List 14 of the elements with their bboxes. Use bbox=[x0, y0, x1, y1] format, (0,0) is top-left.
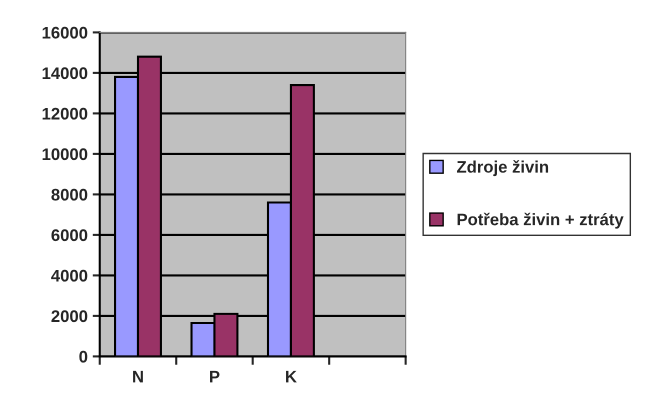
x-tick-label: P bbox=[210, 370, 220, 382]
legend-label: Zdroje živin bbox=[456, 160, 548, 176]
y-tick-label: 8000 bbox=[51, 188, 88, 201]
y-tick-label: 14000 bbox=[42, 67, 88, 80]
y-tick-label: 0 bbox=[79, 350, 88, 363]
legend-label: Potřeba živin + ztráty bbox=[458, 212, 624, 229]
y-tick-label: 6000 bbox=[51, 229, 88, 242]
x-tick-label: K bbox=[286, 370, 297, 382]
y-tick-label: 10000 bbox=[42, 148, 88, 160]
y-tick-label: 4000 bbox=[51, 270, 88, 282]
x-tick-label: N bbox=[133, 370, 143, 382]
y-tick-label: 12000 bbox=[42, 108, 88, 120]
y-tick-label: 2000 bbox=[51, 310, 88, 322]
y-tick-label: 16000 bbox=[42, 26, 88, 39]
